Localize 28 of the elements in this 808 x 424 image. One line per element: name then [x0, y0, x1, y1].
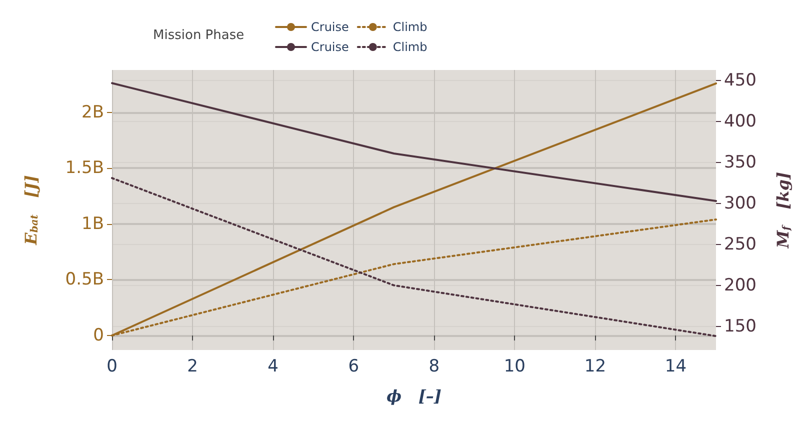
y2-tick-label: 150 — [724, 316, 756, 336]
y-tick-label: 1B — [82, 214, 104, 234]
x-axis-title: ϕ [–] — [386, 386, 442, 406]
x-tick-label: 4 — [268, 356, 278, 376]
y2-tick-label: 350 — [724, 152, 756, 173]
legend-label: Climb — [392, 40, 428, 54]
y2-tick-label: 450 — [724, 70, 756, 91]
legend-label: Climb — [392, 20, 428, 34]
y-tick-label: 2B — [82, 102, 104, 122]
text: Mf [kg] — [774, 172, 792, 248]
x-tick-label: 2 — [187, 356, 198, 376]
y-tick-label: 0.5B — [65, 270, 104, 290]
x-tick-label: 14 — [664, 356, 687, 376]
y2-tick-label: 400 — [724, 112, 756, 132]
x-tick-label: 0 — [106, 356, 118, 376]
text: Ebat [J] — [22, 175, 40, 245]
y-tick-label: 0 — [93, 326, 104, 346]
x-tick-label: 8 — [428, 356, 440, 376]
x-tick-label: 6 — [348, 356, 360, 376]
y-tick-label: 1.5B — [65, 158, 104, 178]
y2-tick-label: 200 — [724, 275, 756, 296]
legend-title: Mission Phase — [153, 28, 244, 43]
x-tick-label: 12 — [584, 356, 606, 376]
x-tick-label: 10 — [504, 356, 526, 376]
y2-tick-label: 250 — [724, 234, 756, 254]
y2-tick-label: 300 — [724, 193, 756, 214]
legend-label: Cruise — [311, 40, 349, 54]
legend-label: Cruise — [311, 20, 349, 34]
